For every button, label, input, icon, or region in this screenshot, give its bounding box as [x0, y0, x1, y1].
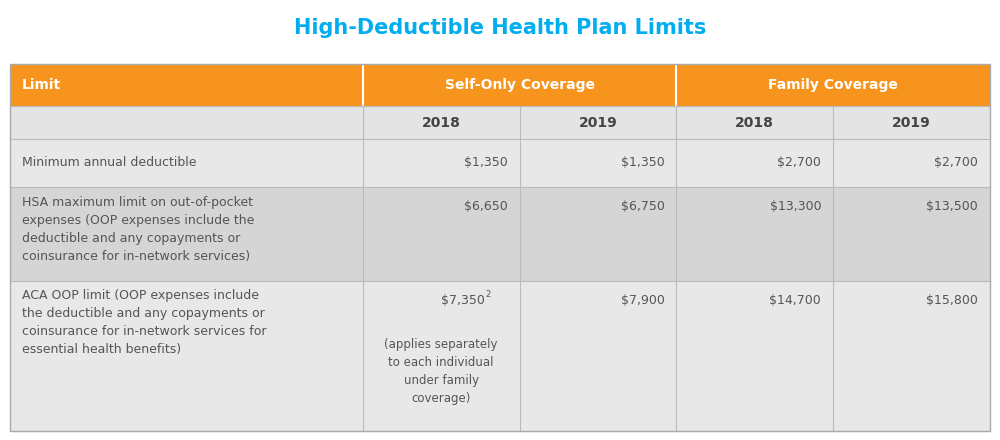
- Text: Self-Only Coverage: Self-Only Coverage: [445, 78, 595, 92]
- Text: 2018: 2018: [422, 116, 461, 130]
- Bar: [10, 187, 990, 281]
- Text: $13,300: $13,300: [770, 200, 821, 213]
- Text: Limit: Limit: [22, 78, 61, 92]
- Text: HSA maximum limit on out-of-pocket
expenses (OOP expenses include the
deductible: HSA maximum limit on out-of-pocket expen…: [22, 196, 254, 263]
- Text: $1,350: $1,350: [464, 157, 508, 169]
- Text: 2019: 2019: [892, 116, 931, 130]
- Text: $6,750: $6,750: [621, 200, 664, 213]
- Text: 2: 2: [486, 290, 491, 299]
- Text: $2,700: $2,700: [934, 157, 978, 169]
- Text: $2,700: $2,700: [777, 157, 821, 169]
- Bar: [10, 281, 990, 431]
- Text: Minimum annual deductible: Minimum annual deductible: [22, 157, 196, 169]
- Text: Family Coverage: Family Coverage: [768, 78, 898, 92]
- Text: $14,700: $14,700: [769, 294, 821, 307]
- Text: 2019: 2019: [579, 116, 617, 130]
- Text: $6,650: $6,650: [464, 200, 508, 213]
- Text: $15,800: $15,800: [926, 294, 978, 307]
- Text: (applies separately
to each individual
under family
coverage): (applies separately to each individual u…: [384, 338, 498, 405]
- Bar: [10, 139, 990, 187]
- Text: $1,350: $1,350: [621, 157, 664, 169]
- Text: High-Deductible Health Plan Limits: High-Deductible Health Plan Limits: [294, 18, 706, 37]
- Bar: [10, 106, 990, 139]
- Text: $13,500: $13,500: [926, 200, 978, 213]
- Text: ACA OOP limit (OOP expenses include
the deductible and any copayments or
coinsur: ACA OOP limit (OOP expenses include the …: [22, 290, 266, 356]
- Bar: [10, 64, 990, 431]
- Text: $7,900: $7,900: [621, 294, 664, 307]
- Text: $7,350: $7,350: [441, 294, 485, 307]
- Bar: [363, 64, 676, 106]
- Bar: [10, 64, 363, 106]
- Text: 2018: 2018: [735, 116, 774, 130]
- Bar: [676, 64, 990, 106]
